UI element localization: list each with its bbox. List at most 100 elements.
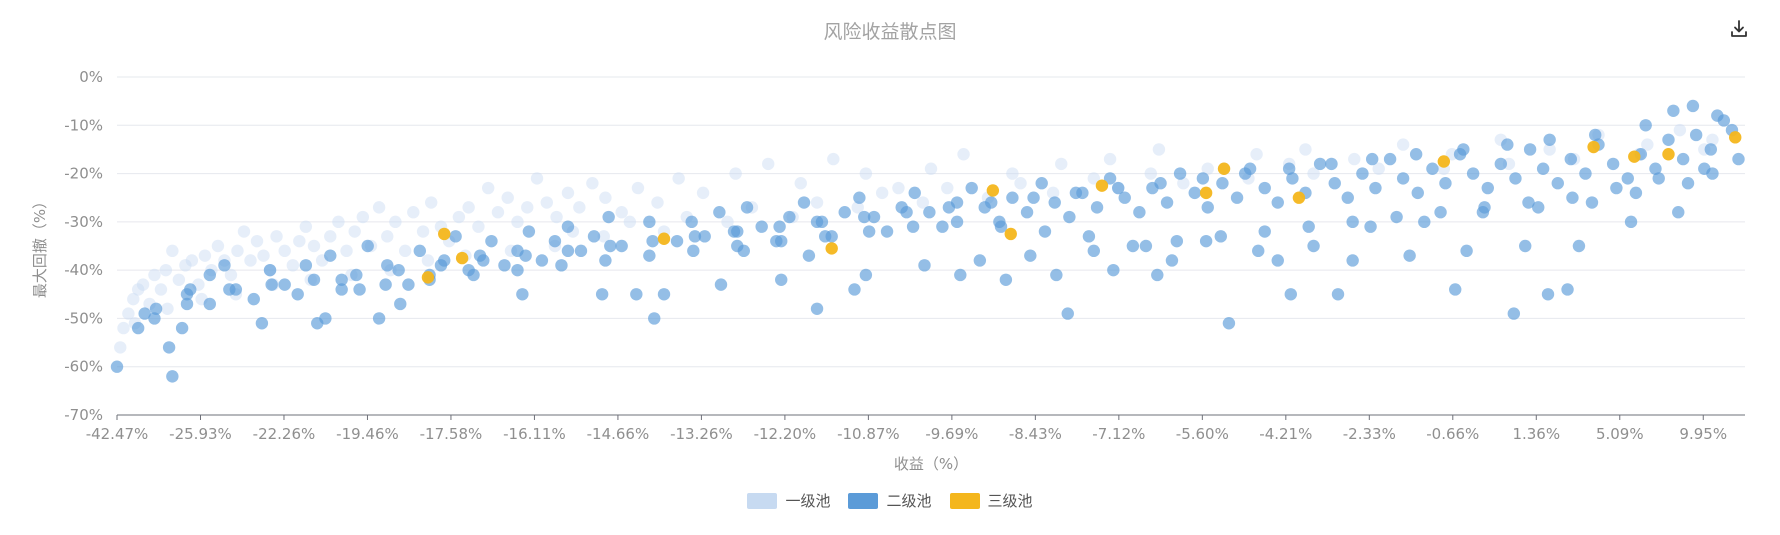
scatter-point[interactable] xyxy=(1372,162,1385,175)
scatter-point[interactable] xyxy=(324,249,337,262)
scatter-point[interactable] xyxy=(1561,283,1574,296)
scatter-point[interactable] xyxy=(1532,201,1545,214)
scatter-point[interactable] xyxy=(265,278,278,291)
scatter-point[interactable] xyxy=(1460,244,1473,258)
scatter-point[interactable] xyxy=(1239,167,1252,180)
scatter-point[interactable] xyxy=(1681,177,1695,190)
scatter-point[interactable] xyxy=(1449,283,1462,296)
scatter-point[interactable] xyxy=(548,234,562,248)
scatter-point[interactable] xyxy=(1173,167,1187,180)
scatter-point[interactable] xyxy=(203,268,216,282)
scatter-point[interactable] xyxy=(630,288,643,301)
scatter-point[interactable] xyxy=(1214,230,1227,243)
scatter-point[interactable] xyxy=(1589,128,1602,142)
scatter-point[interactable] xyxy=(1199,186,1213,200)
scatter-point[interactable] xyxy=(117,321,130,335)
scatter-point[interactable] xyxy=(1201,162,1214,175)
scatter-point[interactable] xyxy=(381,230,394,243)
scatter-point[interactable] xyxy=(332,215,345,229)
scatter-point[interactable] xyxy=(1014,177,1027,190)
scatter-point[interactable] xyxy=(1523,143,1537,156)
scatter-point[interactable] xyxy=(481,181,495,195)
scatter-point[interactable] xyxy=(1729,131,1742,144)
scatter-point[interactable] xyxy=(1258,181,1271,195)
scatter-point[interactable] xyxy=(1341,191,1354,204)
scatter-point[interactable] xyxy=(1328,177,1341,190)
scatter-point[interactable] xyxy=(485,234,498,248)
scatter-point[interactable] xyxy=(657,232,671,245)
scatter-point[interactable] xyxy=(1024,249,1037,262)
scatter-point[interactable] xyxy=(154,283,168,296)
scatter-point[interactable] xyxy=(1585,196,1599,209)
scatter-point[interactable] xyxy=(398,244,412,258)
scatter-point[interactable] xyxy=(550,210,563,224)
scatter-point[interactable] xyxy=(648,312,661,325)
scatter-point[interactable] xyxy=(166,244,179,258)
scatter-point[interactable] xyxy=(372,312,386,325)
scatter-point[interactable] xyxy=(131,283,145,296)
scatter-point[interactable] xyxy=(1711,109,1724,122)
scatter-point[interactable] xyxy=(114,341,127,354)
scatter-point[interactable] xyxy=(848,283,861,296)
scatter-point[interactable] xyxy=(1426,162,1439,175)
scatter-point[interactable] xyxy=(1188,186,1201,200)
scatter-point[interactable] xyxy=(307,239,321,253)
scatter-point[interactable] xyxy=(350,268,363,282)
scatter-point[interactable] xyxy=(1536,162,1550,175)
scatter-point[interactable] xyxy=(307,273,321,286)
scatter-point[interactable] xyxy=(131,321,145,335)
scatter-point[interactable] xyxy=(231,244,244,258)
scatter-point[interactable] xyxy=(994,220,1008,233)
scatter-point[interactable] xyxy=(1439,177,1452,190)
scatter-point[interactable] xyxy=(688,230,702,243)
scatter-point[interactable] xyxy=(1271,254,1284,267)
scatter-point[interactable] xyxy=(1170,234,1184,248)
scatter-point[interactable] xyxy=(687,244,700,258)
scatter-point[interactable] xyxy=(942,201,956,214)
scatter-point[interactable] xyxy=(599,191,612,204)
scatter-point[interactable] xyxy=(1027,191,1040,204)
scatter-point[interactable] xyxy=(286,259,300,272)
scatter-point[interactable] xyxy=(1369,181,1382,195)
scatter-point[interactable] xyxy=(1579,167,1592,180)
scatter-point[interactable] xyxy=(1154,177,1167,190)
scatter-point[interactable] xyxy=(1216,177,1229,190)
scatter-point[interactable] xyxy=(416,225,430,238)
scatter-point[interactable] xyxy=(999,273,1013,286)
scatter-point[interactable] xyxy=(1063,210,1076,224)
scatter-point[interactable] xyxy=(1409,148,1423,161)
scatter-point[interactable] xyxy=(1411,186,1424,200)
scatter-point[interactable] xyxy=(421,254,435,267)
scatter-point[interactable] xyxy=(670,234,684,248)
scatter-point[interactable] xyxy=(1307,239,1320,253)
scatter-point[interactable] xyxy=(361,239,374,253)
scatter-point[interactable] xyxy=(1628,150,1641,163)
scatter-point[interactable] xyxy=(1466,167,1480,180)
scatter-point[interactable] xyxy=(1676,152,1690,166)
scatter-point[interactable] xyxy=(561,244,575,258)
scatter-point[interactable] xyxy=(218,259,231,272)
scatter-point[interactable] xyxy=(1522,196,1535,209)
legend-item[interactable]: 二级池 xyxy=(848,490,932,511)
scatter-point[interactable] xyxy=(159,263,173,277)
scatter-point[interactable] xyxy=(519,249,532,262)
scatter-point[interactable] xyxy=(438,227,451,241)
scatter-point[interactable] xyxy=(1020,206,1034,219)
scatter-point[interactable] xyxy=(1299,143,1312,156)
scatter-point[interactable] xyxy=(237,225,251,238)
scatter-point[interactable] xyxy=(1551,177,1564,190)
scatter-point[interactable] xyxy=(1252,244,1265,258)
scatter-point[interactable] xyxy=(950,215,964,229)
scatter-point[interactable] xyxy=(389,215,402,229)
scatter-point[interactable] xyxy=(1050,268,1063,282)
scatter-point[interactable] xyxy=(875,186,889,200)
scatter-point[interactable] xyxy=(1103,152,1117,166)
scatter-point[interactable] xyxy=(1501,138,1514,151)
scatter-point[interactable] xyxy=(1437,155,1451,168)
scatter-point[interactable] xyxy=(1307,167,1320,180)
scatter-point[interactable] xyxy=(698,230,711,243)
scatter-point[interactable] xyxy=(110,360,124,373)
scatter-point[interactable] xyxy=(1069,186,1083,200)
scatter-point[interactable] xyxy=(740,201,754,214)
scatter-point[interactable] xyxy=(631,181,645,195)
